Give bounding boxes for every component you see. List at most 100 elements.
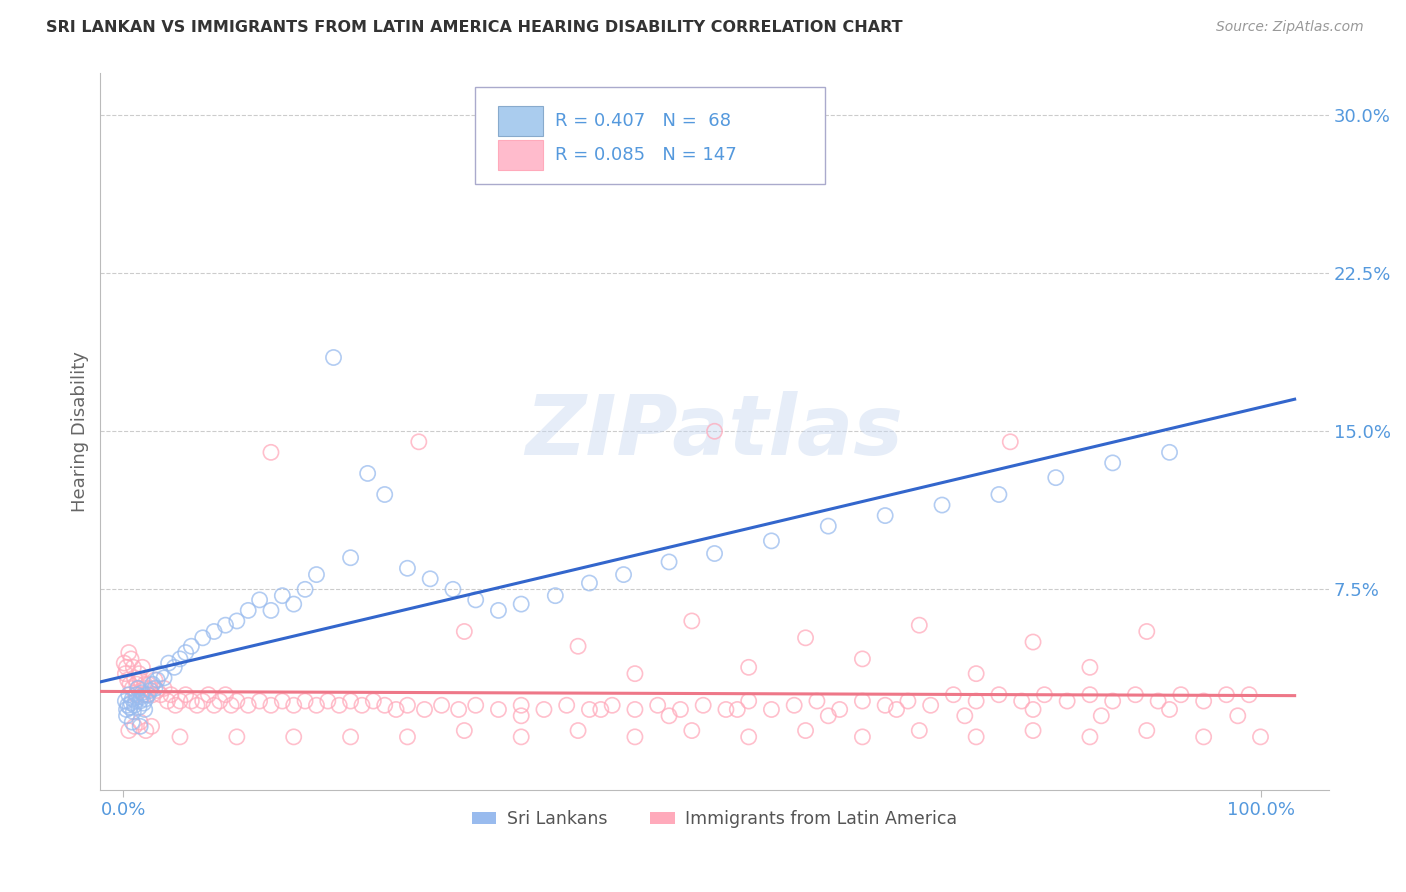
Point	[567, 723, 589, 738]
Point	[1159, 702, 1181, 716]
Y-axis label: Hearing Disability: Hearing Disability	[72, 351, 89, 512]
Point	[283, 597, 305, 611]
Point	[136, 688, 159, 702]
Point	[117, 673, 139, 687]
Point	[214, 688, 236, 702]
Point	[374, 487, 396, 501]
Point	[169, 730, 191, 744]
Text: R = 0.085   N = 147: R = 0.085 N = 147	[555, 146, 737, 164]
Point	[191, 631, 214, 645]
Point	[131, 685, 153, 699]
Point	[118, 723, 141, 738]
Legend: Sri Lankans, Immigrants from Latin America: Sri Lankans, Immigrants from Latin Ameri…	[465, 803, 965, 835]
Point	[430, 698, 453, 713]
Point	[875, 508, 897, 523]
Point	[120, 696, 142, 710]
Point	[374, 698, 396, 713]
Point	[1078, 730, 1101, 744]
Point	[544, 589, 567, 603]
Point	[725, 702, 748, 716]
Point	[214, 618, 236, 632]
Point	[118, 688, 141, 702]
Point	[510, 597, 533, 611]
Point	[510, 708, 533, 723]
Point	[703, 424, 725, 438]
Point	[510, 730, 533, 744]
Point	[453, 624, 475, 639]
Point	[624, 666, 647, 681]
Point	[127, 681, 149, 696]
Point	[851, 694, 873, 708]
Point	[132, 688, 155, 702]
Point	[567, 639, 589, 653]
Point	[578, 576, 600, 591]
Point	[1147, 694, 1170, 708]
Point	[125, 677, 148, 691]
Point	[447, 702, 470, 716]
Point	[128, 666, 150, 681]
Point	[413, 702, 436, 716]
Point	[129, 690, 152, 704]
Point	[1192, 730, 1215, 744]
FancyBboxPatch shape	[498, 106, 543, 136]
Text: R = 0.407   N =  68: R = 0.407 N = 68	[555, 112, 731, 130]
Point	[305, 698, 328, 713]
Point	[339, 730, 361, 744]
Point	[761, 702, 783, 716]
Point	[186, 698, 208, 713]
Point	[260, 603, 283, 617]
Point	[202, 624, 225, 639]
Point	[1022, 702, 1045, 716]
Point	[987, 487, 1010, 501]
Point	[396, 730, 419, 744]
Point	[117, 698, 139, 713]
Text: ZIPatlas: ZIPatlas	[526, 391, 904, 472]
Point	[908, 618, 931, 632]
Point	[283, 730, 305, 744]
Point	[124, 688, 146, 702]
Point	[169, 652, 191, 666]
Point	[396, 561, 419, 575]
Point	[124, 694, 146, 708]
Point	[1125, 688, 1147, 702]
Point	[180, 639, 202, 653]
Point	[128, 700, 150, 714]
Point	[131, 660, 153, 674]
Point	[139, 681, 162, 696]
Point	[931, 498, 953, 512]
Point	[1170, 688, 1192, 702]
Point	[115, 702, 138, 716]
Point	[157, 656, 180, 670]
Point	[163, 660, 186, 674]
Point	[174, 688, 197, 702]
Point	[135, 723, 157, 738]
Point	[464, 593, 486, 607]
Point	[135, 681, 157, 696]
Point	[1090, 708, 1112, 723]
Point	[134, 677, 156, 691]
Point	[169, 694, 191, 708]
Point	[249, 694, 271, 708]
Point	[219, 698, 242, 713]
Point	[146, 683, 169, 698]
Point	[533, 702, 555, 716]
Point	[920, 698, 942, 713]
Point	[817, 708, 839, 723]
Point	[129, 715, 152, 730]
Point	[1022, 635, 1045, 649]
Point	[135, 692, 157, 706]
Point	[225, 614, 247, 628]
Point	[851, 730, 873, 744]
Point	[488, 702, 510, 716]
Point	[120, 652, 142, 666]
Point	[1101, 694, 1123, 708]
Point	[294, 694, 316, 708]
Point	[143, 673, 166, 687]
Point	[624, 702, 647, 716]
Point	[202, 698, 225, 713]
Point	[817, 519, 839, 533]
Point	[1215, 688, 1237, 702]
Point	[669, 702, 692, 716]
Point	[160, 688, 183, 702]
Point	[1011, 694, 1033, 708]
